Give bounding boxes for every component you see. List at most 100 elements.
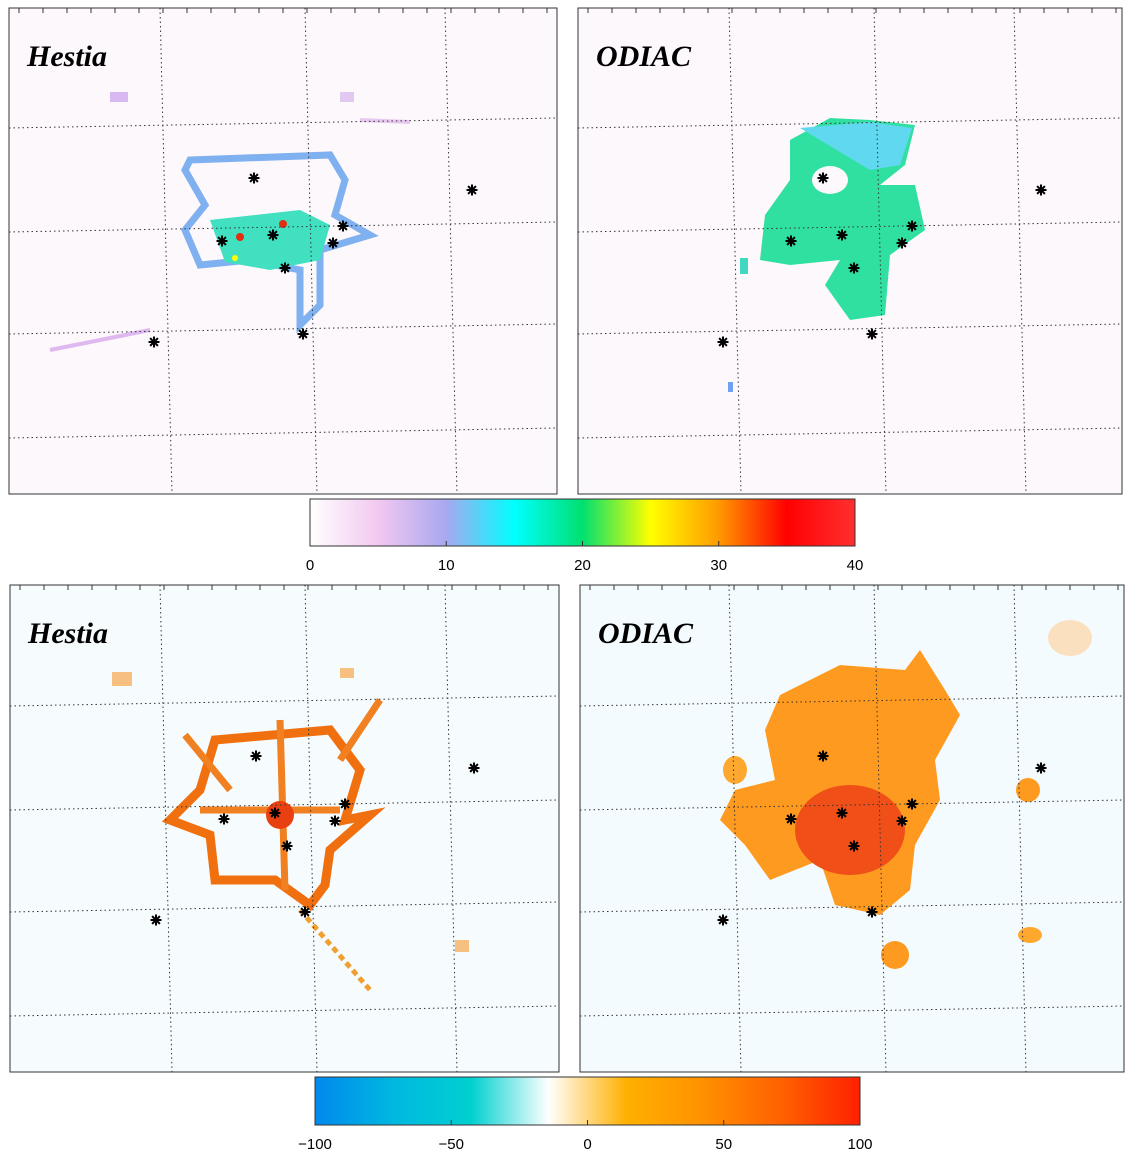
colorbar bbox=[309, 498, 856, 547]
marker-stroke bbox=[867, 329, 877, 339]
city-marker bbox=[848, 262, 860, 274]
city-marker bbox=[836, 807, 848, 819]
marker-stroke bbox=[251, 751, 261, 761]
marker-stroke bbox=[718, 337, 728, 347]
panel-frame bbox=[9, 584, 560, 1073]
city-marker bbox=[297, 328, 309, 340]
marker-stroke bbox=[217, 236, 227, 246]
grid-line bbox=[9, 1005, 560, 1017]
city-marker bbox=[1035, 184, 1047, 196]
marker-stroke bbox=[330, 816, 340, 826]
grid-line bbox=[304, 7, 318, 495]
marker-stroke bbox=[268, 230, 278, 240]
city-marker bbox=[1035, 762, 1047, 774]
city-marker bbox=[269, 807, 281, 819]
marker-stroke bbox=[837, 230, 847, 240]
marker-stroke bbox=[467, 185, 477, 195]
panel-frame bbox=[579, 584, 1125, 1073]
grid-line bbox=[728, 584, 742, 1073]
city-marker bbox=[337, 220, 349, 232]
marker-stroke bbox=[298, 329, 308, 339]
city-marker bbox=[866, 328, 878, 340]
grid-line bbox=[159, 584, 173, 1073]
map-top-right bbox=[578, 8, 1122, 494]
grid-line bbox=[577, 427, 1123, 439]
marker-stroke bbox=[849, 263, 859, 273]
marker-stroke bbox=[340, 799, 350, 809]
city-marker bbox=[329, 815, 341, 827]
marker-stroke bbox=[849, 841, 859, 851]
city-marker bbox=[468, 762, 480, 774]
panel-title: ODIAC bbox=[596, 40, 692, 73]
marker-stroke bbox=[818, 173, 828, 183]
city-marker bbox=[248, 172, 260, 184]
overlay: Hestia ODIAC Hestia ODIAC 0 10 20 30 40 −100 −50 0 5… bbox=[8, 7, 1125, 1153]
city-marker bbox=[906, 798, 918, 810]
marker-stroke bbox=[1036, 763, 1046, 773]
marker-stroke bbox=[907, 221, 917, 231]
map-top-left bbox=[9, 8, 557, 494]
colorbar-tick-label: 50 bbox=[715, 1136, 732, 1153]
city-marker bbox=[785, 813, 797, 825]
grid-line bbox=[577, 323, 1123, 335]
marker-stroke bbox=[328, 238, 338, 248]
marker-stroke bbox=[837, 808, 847, 818]
map-bottom-left bbox=[10, 585, 559, 1072]
grid-line bbox=[304, 584, 318, 1073]
city-marker bbox=[866, 906, 878, 918]
city-marker bbox=[906, 220, 918, 232]
city-marker bbox=[717, 336, 729, 348]
grid-line bbox=[579, 799, 1125, 811]
grid-line bbox=[1013, 7, 1027, 495]
marker-stroke bbox=[897, 238, 907, 248]
city-marker bbox=[466, 184, 478, 196]
grid-line bbox=[728, 7, 742, 495]
colorbar-tick-label: −50 bbox=[439, 1136, 464, 1153]
grid-line bbox=[8, 221, 558, 233]
colorbar-tick-label: 30 bbox=[710, 557, 727, 574]
city-marker bbox=[267, 229, 279, 241]
city-marker bbox=[848, 840, 860, 852]
panel-title: Hestia bbox=[27, 617, 108, 650]
marker-stroke bbox=[469, 763, 479, 773]
colorbar-tick-label: 100 bbox=[847, 1136, 872, 1153]
marker-stroke bbox=[1036, 185, 1046, 195]
panel-frame bbox=[8, 7, 558, 495]
marker-stroke bbox=[280, 263, 290, 273]
grid-line bbox=[444, 584, 458, 1073]
grid-line bbox=[577, 221, 1123, 233]
colorbar-tick-label: 10 bbox=[438, 557, 455, 574]
colorbar-tick-label: −100 bbox=[298, 1136, 332, 1153]
grid-line bbox=[873, 7, 887, 495]
panel-title: Hestia bbox=[26, 40, 107, 73]
marker-stroke bbox=[818, 751, 828, 761]
map-bottom-right bbox=[580, 585, 1124, 1072]
colorbar-tick-label: 0 bbox=[583, 1136, 591, 1153]
marker-stroke bbox=[786, 814, 796, 824]
city-marker bbox=[281, 840, 293, 852]
grid-line bbox=[8, 427, 558, 439]
marker-stroke bbox=[149, 337, 159, 347]
marker-stroke bbox=[270, 808, 280, 818]
panel-title: ODIAC bbox=[598, 617, 694, 650]
city-marker bbox=[250, 750, 262, 762]
marker-stroke bbox=[151, 915, 161, 925]
city-marker bbox=[299, 906, 311, 918]
grid-line bbox=[577, 117, 1123, 129]
city-marker bbox=[717, 914, 729, 926]
marker-stroke bbox=[786, 236, 796, 246]
marker-stroke bbox=[300, 907, 310, 917]
city-marker bbox=[279, 262, 291, 274]
grid-line bbox=[579, 901, 1125, 913]
panel-frame bbox=[577, 7, 1123, 495]
marker-stroke bbox=[219, 814, 229, 824]
colorbar-tick-label: 40 bbox=[847, 557, 864, 574]
city-marker bbox=[216, 235, 228, 247]
colorbar-tick-label: 0 bbox=[306, 557, 314, 574]
grid-line bbox=[444, 7, 458, 495]
marker-stroke bbox=[907, 799, 917, 809]
city-marker bbox=[836, 229, 848, 241]
grid-line bbox=[579, 695, 1125, 707]
marker-stroke bbox=[338, 221, 348, 231]
marker-stroke bbox=[249, 173, 259, 183]
